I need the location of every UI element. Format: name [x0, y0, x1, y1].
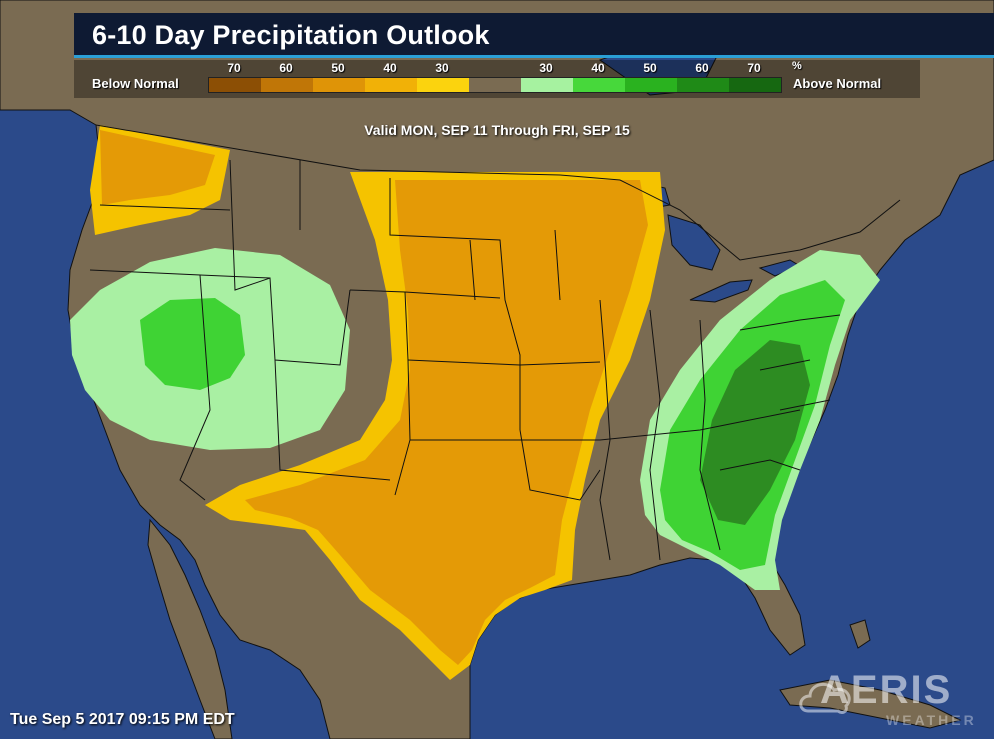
- legend-swatch: [417, 78, 469, 92]
- legend-above-label: Above Normal: [793, 76, 882, 91]
- state-line: [229, 159, 351, 366]
- legend-swatches: [208, 77, 782, 93]
- legend-tick: 70: [227, 61, 241, 75]
- legend-swatch: [573, 78, 625, 92]
- state-line: [779, 399, 831, 411]
- legend-tick: 60: [279, 61, 293, 75]
- state-line: [407, 359, 601, 366]
- legend-swatch: [677, 78, 729, 92]
- legend-swatch: [469, 78, 521, 92]
- state-boundaries: [89, 124, 901, 561]
- legend: Below Normal 70 60 50 40 30 30 40 50 60 …: [74, 60, 920, 98]
- state-line: [274, 359, 391, 481]
- west-green-core: [140, 298, 245, 390]
- bahamas: [849, 619, 871, 649]
- below-normal-orange-area: [245, 180, 648, 665]
- timestamp: Tue Sep 5 2017 09:15 PM EDT: [10, 711, 235, 728]
- legend-swatch: [261, 78, 313, 92]
- state-line: [739, 314, 841, 331]
- east-dark-green-core: [700, 340, 810, 525]
- legend-below-label: Below Normal: [92, 76, 179, 91]
- state-line: [469, 239, 476, 301]
- legend-tick: 40: [383, 61, 397, 75]
- legend-swatch: [209, 78, 261, 92]
- legend-swatch: [625, 78, 677, 92]
- state-line: [599, 299, 611, 561]
- state-line: [389, 178, 521, 430]
- legend-unit: %: [792, 60, 802, 72]
- lake-huron: [667, 214, 721, 271]
- state-line: [699, 319, 721, 551]
- legend-tick: 30: [435, 61, 449, 75]
- legend-tick: 70: [747, 61, 761, 75]
- state-line: [649, 309, 661, 561]
- logo-text: AERIS: [820, 668, 953, 712]
- northwest-orange-area: [100, 130, 215, 205]
- legend-swatch: [313, 78, 365, 92]
- valid-period: Valid MON, SEP 11 Through FRI, SEP 15: [364, 122, 630, 138]
- legend-tick: 40: [591, 61, 605, 75]
- state-line: [99, 204, 231, 211]
- state-line: [199, 274, 271, 279]
- state-line: [519, 429, 601, 501]
- legend-tick: 30: [539, 61, 553, 75]
- baja-california: [147, 518, 233, 739]
- state-line: [554, 229, 561, 301]
- title-bar: 6-10 Day Precipitation Outlook: [74, 13, 994, 58]
- legend-swatch: [365, 78, 417, 92]
- legend-tick: 60: [695, 61, 709, 75]
- page-title: 6-10 Day Precipitation Outlook: [92, 20, 490, 50]
- legend-tick: 50: [643, 61, 657, 75]
- state-line: [759, 359, 811, 371]
- state-line: [719, 459, 801, 471]
- lake-erie: [689, 279, 753, 303]
- state-line: [404, 291, 501, 299]
- logo-subtext: WEATHER: [886, 712, 977, 728]
- border-canada-us: [95, 124, 901, 261]
- legend-tick: 50: [331, 61, 345, 75]
- cloud-icon: [799, 682, 851, 714]
- legend-swatch: [521, 78, 573, 92]
- cuba: [779, 679, 962, 729]
- state-line: [89, 269, 211, 501]
- legend-swatch: [729, 78, 781, 92]
- aeris-logo: AERIS WEATHER: [798, 662, 988, 734]
- state-line: [410, 409, 801, 441]
